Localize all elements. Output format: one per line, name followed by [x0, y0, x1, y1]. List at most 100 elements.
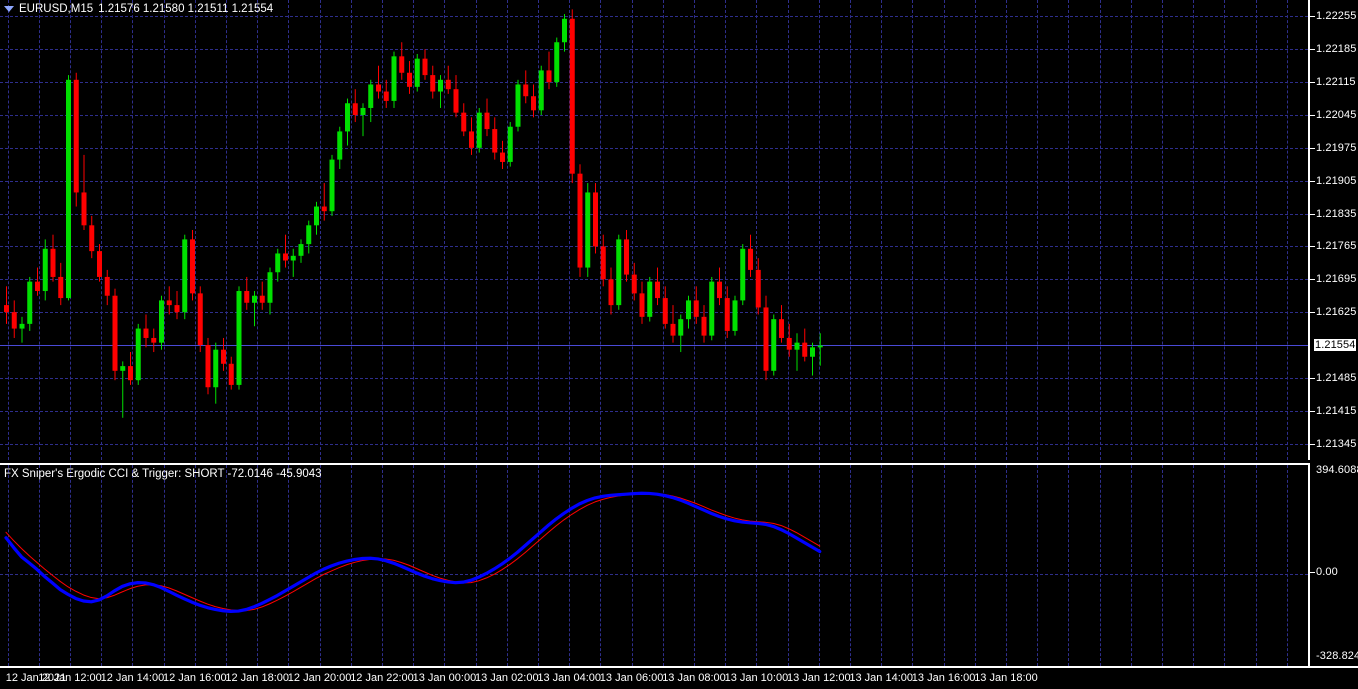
- candle-body: [554, 42, 560, 83]
- candle-body: [81, 192, 87, 226]
- candle-body: [58, 276, 64, 299]
- candle-body: [461, 112, 467, 132]
- axis-tick: [1310, 312, 1315, 314]
- candle-body: [345, 103, 350, 132]
- gridline-vertical: [569, 465, 571, 666]
- gridline-vertical: [1193, 465, 1195, 666]
- candle-body: [717, 281, 722, 299]
- gridline-vertical: [600, 465, 602, 666]
- candle-body: [391, 56, 397, 101]
- gridline-vertical: [943, 0, 945, 460]
- candle-body: [763, 307, 769, 371]
- price-axis-label: 1.21905: [1316, 174, 1357, 187]
- candle-body: [701, 316, 707, 336]
- candle-wick: [254, 291, 255, 327]
- indicator-title: FX Sniper's Ergodic CCI & Trigger: SHORT…: [4, 468, 322, 480]
- ohlc-values: 1.21576 1.21580 1.21511 1.21554: [98, 2, 274, 15]
- price-axis-label: 1.22185: [1316, 43, 1357, 56]
- gridline-vertical: [850, 465, 851, 666]
- gridline-vertical: [787, 0, 789, 460]
- gridline-vertical: [413, 465, 415, 666]
- candle-wick: [285, 234, 286, 268]
- candle-body: [616, 239, 622, 306]
- candle-wick: [447, 65, 449, 94]
- time-axis[interactable]: 12 Jan 2021 12 Jan 12:00 12 Jan 14:00 12 Ja…: [0, 666, 1358, 689]
- candle-body: [259, 295, 265, 303]
- candle-body: [267, 272, 273, 303]
- time-axis-label: 13 Jan 08:00: [662, 672, 726, 684]
- time-axis-label: 12 Jan 2021: [5, 672, 67, 684]
- candle-body: [228, 363, 234, 385]
- price-chart-panel[interactable]: EURUSD,M15 1.21576 1.21580 1.21511 1.215…: [0, 0, 1310, 460]
- candle-body: [42, 248, 48, 292]
- candle-body: [329, 159, 335, 212]
- axis-tick: [1310, 410, 1315, 412]
- price-axis[interactable]: 1.22255 1.22185 1.22115 1.22045 1.21975 1.219…: [1310, 0, 1358, 460]
- gridline-vertical: [163, 0, 165, 460]
- gridline-vertical: [288, 465, 290, 666]
- chevron-down-icon[interactable]: [4, 6, 14, 12]
- indicator-grid: [0, 465, 1308, 666]
- candle-wick: [122, 361, 124, 418]
- time-axis-label: 13 Jan 14:00: [849, 672, 913, 684]
- gridline-horizontal: [0, 213, 1308, 215]
- candle-body: [523, 84, 529, 97]
- candle-body: [786, 337, 792, 350]
- candle-body: [414, 58, 420, 87]
- axis-tick: [1310, 49, 1315, 51]
- candle-body: [66, 79, 71, 299]
- axis-tick: [1310, 115, 1315, 116]
- candle-body: [182, 239, 188, 313]
- candle-body: [166, 300, 172, 306]
- gridline-vertical: [725, 0, 727, 460]
- candle-body: [655, 281, 660, 299]
- gridline-vertical: [631, 465, 633, 666]
- gridline-vertical: [1162, 465, 1163, 666]
- gridline-vertical: [912, 0, 914, 460]
- candle-body: [693, 300, 699, 317]
- indicator-axis[interactable]: 394.6088 0.00 -328.8246: [1310, 463, 1358, 666]
- candle-body: [244, 291, 250, 303]
- axis-tick: [1310, 246, 1315, 248]
- indicator-panel[interactable]: FX Sniper's Ergodic CCI & Trigger: SHORT…: [0, 463, 1310, 666]
- indicator-axis-label: -328.8246: [1316, 650, 1358, 662]
- indicator-svg: [4, 491, 822, 614]
- axis-tick: [1310, 147, 1315, 149]
- candle-body: [383, 91, 389, 101]
- indicator-series: [0, 465, 1308, 666]
- candle-body: [562, 18, 567, 43]
- gridline-vertical: [1037, 0, 1039, 460]
- candle-body: [469, 131, 474, 148]
- axis-tick: [1310, 279, 1315, 281]
- candle-body: [73, 79, 79, 193]
- price-axis-label: 1.22045: [1316, 109, 1357, 121]
- candle-body: [748, 248, 753, 270]
- price-axis-label: 1.21835: [1316, 207, 1357, 220]
- candle-body: [438, 79, 443, 92]
- candle-wick: [548, 51, 550, 90]
- gridline-horizontal: [0, 115, 1308, 116]
- candle-body: [151, 337, 157, 343]
- indicator-main-line: [4, 491, 822, 614]
- gridline-vertical: [194, 465, 196, 666]
- candle-body: [205, 345, 211, 388]
- candle-body: [120, 366, 126, 371]
- candle-wick: [378, 65, 379, 99]
- candlestick-series: [4, 9, 823, 418]
- candle-body: [492, 129, 498, 153]
- price-axis-label: 1.21765: [1316, 240, 1357, 253]
- gridline-horizontal: [0, 312, 1308, 314]
- gridline-vertical: [694, 0, 695, 460]
- candle-body: [50, 248, 56, 277]
- gridline-vertical: [538, 465, 539, 666]
- candle-body: [213, 349, 219, 388]
- gridline-horizontal: [0, 82, 1308, 84]
- gridline-vertical: [257, 0, 259, 460]
- gridline-vertical: [1099, 465, 1101, 666]
- gridline-vertical: [1006, 0, 1007, 460]
- candle-body: [104, 276, 110, 296]
- candle-body: [678, 319, 684, 336]
- gridline-vertical: [1162, 0, 1163, 460]
- axis-tick: [1310, 16, 1315, 18]
- candle-body: [197, 293, 203, 345]
